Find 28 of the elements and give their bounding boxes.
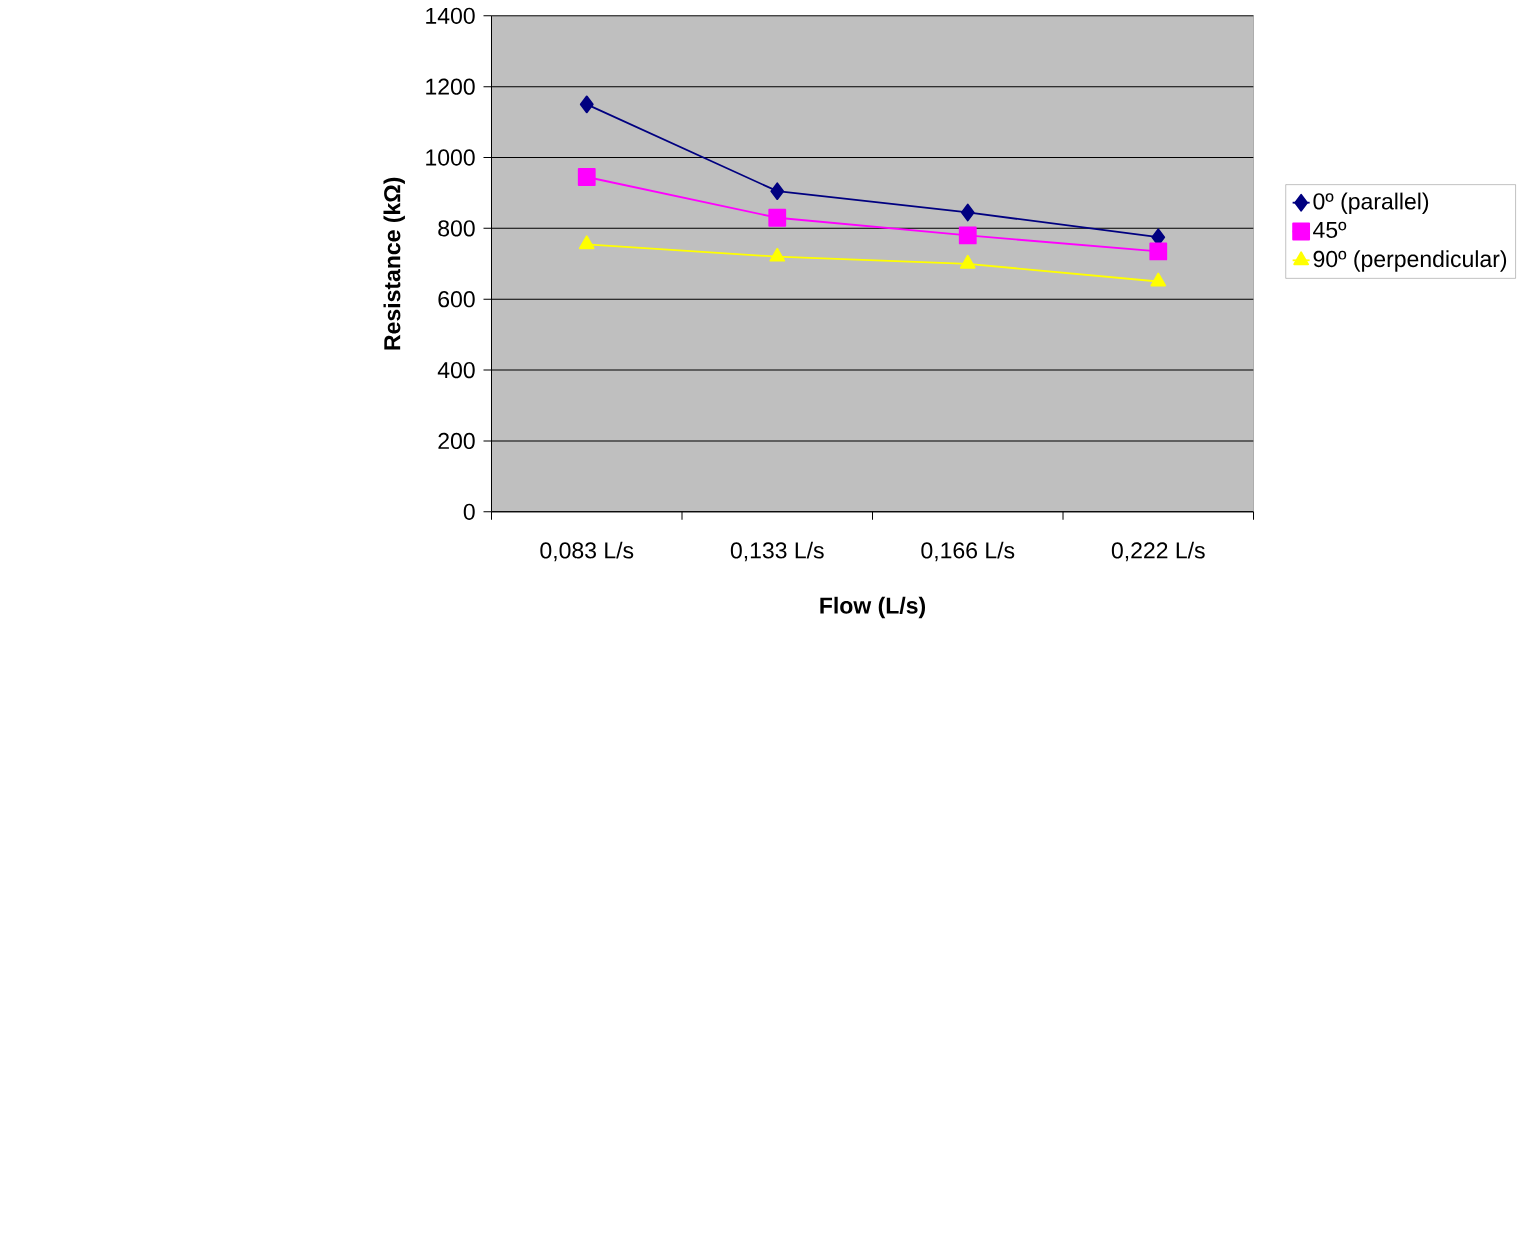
point [769,247,786,262]
y-axis-title: Resistance (kΩ) [383,177,405,350]
point [768,208,787,227]
x-axis-title: Flow (L/s) [820,596,926,619]
legend-label: 90º (perpendicular) [1313,250,1507,272]
point [959,255,976,269]
point [958,226,977,245]
point [770,182,785,201]
y-tick-label: 600 [438,291,475,308]
y-tick-label: 800 [438,220,475,237]
x-tick-label: 0,222 L/s [1111,541,1205,562]
legend-label: 0º (parallel) [1313,192,1429,215]
x-tick-label: 0,133 L/s [730,541,824,562]
y-tick-label: 1400 [426,7,475,25]
point [1150,272,1167,287]
y-tick-label: 400 [437,362,475,379]
y-tick-label: 0 [463,503,475,521]
point [578,235,595,250]
point [577,168,596,187]
y-tick-label: 1000 [426,149,475,166]
y-tick-label: 200 [438,432,475,450]
point [960,203,975,222]
point [1149,242,1168,261]
x-tick-label: 0,083 L/s [540,541,634,562]
x-tick-label: 0,166 L/s [921,541,1015,562]
point [579,95,594,114]
legend-label: 45º [1313,221,1347,239]
y-tick-label: 1200 [426,78,475,95]
